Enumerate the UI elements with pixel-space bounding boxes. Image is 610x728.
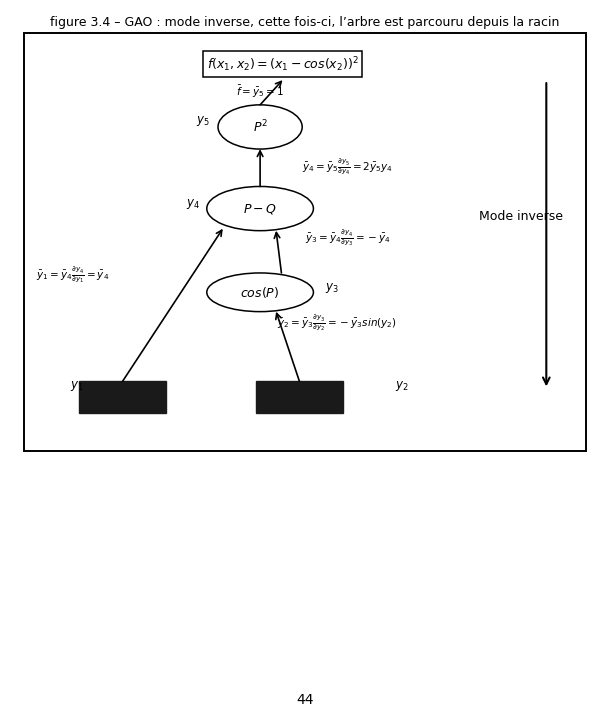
Text: $y_5$: $y_5$	[196, 114, 209, 127]
Text: $P^2$: $P^2$	[253, 119, 268, 135]
Ellipse shape	[218, 105, 302, 149]
FancyBboxPatch shape	[256, 381, 343, 413]
Text: $y_2$: $y_2$	[395, 379, 409, 393]
Text: 44: 44	[296, 693, 314, 708]
FancyBboxPatch shape	[79, 381, 166, 413]
Text: $\bar{y}_2 = \bar{y}_3 \frac{\partial y_3}{\partial y_2} = -\bar{y}_3 sin(y_2)$: $\bar{y}_2 = \bar{y}_3 \frac{\partial y_…	[277, 314, 396, 333]
Text: $f(x_1, x_2) = (x_1 - cos(x_2))^2$: $f(x_1, x_2) = (x_1 - cos(x_2))^2$	[207, 55, 359, 74]
Ellipse shape	[207, 273, 314, 312]
Text: Mode inverse: Mode inverse	[479, 210, 563, 223]
FancyBboxPatch shape	[24, 33, 586, 451]
Text: $y_4$: $y_4$	[186, 197, 200, 210]
Text: figure 3.4 – GAO : mode inverse, cette fois-ci, l’arbre est parcouru depuis la r: figure 3.4 – GAO : mode inverse, cette f…	[50, 16, 560, 29]
Text: $\bar{y}_1 = \bar{y}_4 \frac{\partial y_4}{\partial y_1} = \bar{y}_4$: $\bar{y}_1 = \bar{y}_4 \frac{\partial y_…	[35, 266, 109, 285]
Text: $y_3$: $y_3$	[325, 281, 339, 295]
Text: $\bar{y}_4 = \bar{y}_5 \frac{\partial y_5}{\partial y_4} = 2\bar{y}_5 y_4$: $\bar{y}_4 = \bar{y}_5 \frac{\partial y_…	[302, 158, 393, 178]
Text: $cos(P)$: $cos(P)$	[240, 285, 280, 300]
Text: $\bar{y}_3 = \bar{y}_4 \frac{\partial y_4}{\partial y_3} = -\bar{y}_4$: $\bar{y}_3 = \bar{y}_4 \frac{\partial y_…	[305, 228, 391, 248]
Ellipse shape	[207, 186, 314, 231]
Text: $P - Q$: $P - Q$	[243, 202, 277, 215]
Text: $\bar{f} = \bar{y}_5 = 1$: $\bar{f} = \bar{y}_5 = 1$	[236, 84, 284, 100]
Text: $y_1$: $y_1$	[70, 379, 84, 393]
